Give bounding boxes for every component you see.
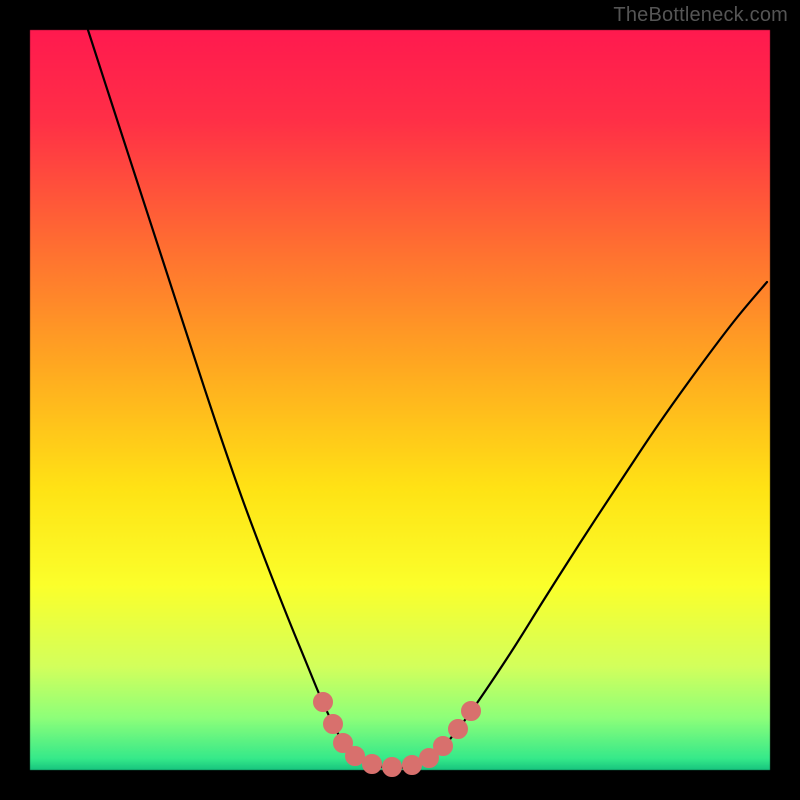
gradient-background	[0, 0, 800, 800]
chart-stage: TheBottleneck.com	[0, 0, 800, 800]
watermark-text: TheBottleneck.com	[613, 4, 788, 27]
